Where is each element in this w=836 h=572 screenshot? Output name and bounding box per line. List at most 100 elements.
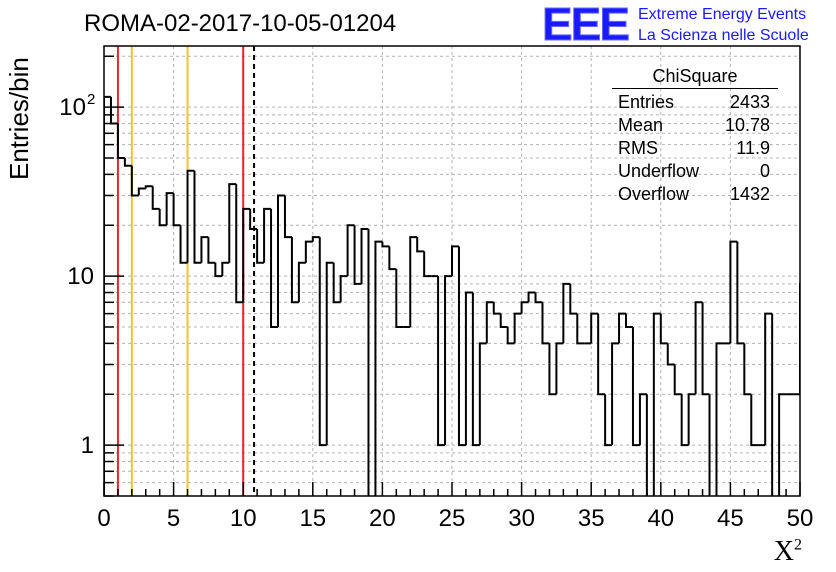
x-tick-label: 25 [439, 505, 466, 532]
histogram-bin [618, 312, 626, 344]
histogram-bin [590, 312, 599, 344]
histogram-bin [631, 327, 640, 447]
histogram-bin [828, 394, 835, 526]
histogram-bin [304, 240, 313, 263]
brand-line-1: Extreme Energy Events [638, 6, 807, 23]
histogram-bin [611, 342, 620, 446]
histogram-bin [116, 123, 125, 160]
stats-label: Entries [618, 92, 675, 112]
histogram-bin [395, 269, 404, 329]
eee-logo: EEE [542, 2, 631, 44]
histogram-bin [158, 208, 167, 227]
stats-row-underflow: Underflow 0 [612, 160, 778, 183]
histogram-bin [130, 165, 139, 197]
histogram-bin [256, 229, 265, 264]
histogram-bin [360, 228, 369, 284]
histogram-bin [277, 194, 285, 328]
histogram-bin [444, 275, 452, 446]
stats-value: 2433 [729, 92, 770, 112]
histogram-bin [604, 394, 613, 447]
histogram-bin [807, 284, 814, 293]
histogram-bin [625, 313, 633, 329]
histogram-bin [750, 394, 759, 447]
chart-title: ROMA-02-2017-10-05-01204 [84, 10, 397, 37]
histogram-bin [367, 229, 370, 496]
histogram-bin [200, 236, 209, 263]
histogram-bin [821, 394, 828, 445]
y-tick-label: 10 [67, 263, 94, 290]
stats-box: ChiSquare Entries 2433 Mean 10.78 RMS 11.9 … [612, 66, 778, 206]
histogram-bin [548, 343, 557, 396]
x-axis-ticks: 0 5 10 15 20 25 30 35 40 45 50 [97, 482, 813, 532]
histogram-bin [778, 393, 787, 496]
histogram-bin [249, 208, 258, 231]
stats-value: 10.78 [724, 115, 770, 135]
histogram-bin [297, 261, 306, 303]
histogram-bin [492, 302, 501, 315]
histogram-bin [283, 195, 292, 239]
histogram-bin [221, 261, 230, 277]
reference-lines [116, 46, 256, 496]
histogram-bin [179, 225, 188, 264]
histogram-bin [597, 313, 606, 396]
eee-logo-letters: EEE [542, 2, 628, 44]
x-tick-label: 0 [97, 505, 110, 532]
histogram-bin [374, 240, 383, 496]
histogram-bin [506, 327, 515, 345]
x-tick-label: 20 [369, 505, 396, 532]
histogram-bin [457, 246, 466, 447]
histogram-bin [701, 302, 710, 396]
histogram-bin [729, 240, 738, 344]
stats-value: 0 [759, 161, 770, 181]
stats-row-entries: Entries 2433 [612, 91, 778, 114]
histogram-bin [736, 241, 745, 345]
histogram-bin [513, 312, 522, 344]
histogram-bin [235, 184, 244, 304]
x-tick-label: 40 [647, 505, 674, 532]
histogram-bin [346, 224, 355, 277]
stats-box-title: ChiSquare [612, 66, 778, 89]
histogram-bin [680, 394, 689, 447]
histogram-bin [527, 291, 536, 303]
histogram-bin [381, 241, 390, 248]
histogram-bin [638, 393, 647, 446]
histogram-bin [659, 313, 668, 345]
histogram-bin [388, 246, 397, 271]
histogram-bin [332, 262, 341, 304]
stats-label: Overflow [618, 184, 690, 204]
histogram-bin [814, 293, 821, 446]
y-axis-label: Entries/bin [4, 57, 34, 180]
histogram-bin [137, 187, 146, 196]
histogram-bin [228, 183, 237, 263]
x-tick-label: 35 [578, 505, 605, 532]
stats-value: 1432 [729, 184, 770, 204]
histogram-bin [771, 313, 774, 496]
histogram-bin [715, 342, 724, 496]
histogram-bin [485, 301, 494, 344]
histogram-bin [339, 275, 348, 303]
histogram-bin [666, 343, 675, 366]
histogram-bin [562, 282, 571, 344]
histogram-bin [109, 96, 118, 125]
y-tick-label: 1 [81, 432, 94, 459]
x-tick-label: 15 [299, 505, 326, 532]
histogram-bin [764, 312, 773, 446]
histogram-bin [172, 193, 181, 227]
histogram-bin [151, 186, 160, 210]
histogram-bin [694, 301, 703, 395]
histogram-bin [687, 393, 696, 446]
histogram-bin [242, 207, 251, 303]
stats-label: Mean [618, 115, 664, 135]
x-tick-label: 10 [230, 505, 257, 532]
histogram-bin [270, 208, 278, 329]
histogram-bin [708, 394, 711, 496]
histogram-bin [409, 236, 418, 328]
histogram-bin [290, 237, 299, 304]
x-tick-label: 5 [167, 505, 180, 532]
histogram-bin [423, 251, 432, 278]
histogram-bin [437, 276, 446, 447]
y-tick-exponent: 2 [87, 91, 95, 108]
stats-label: RMS [618, 138, 658, 158]
histogram-bin [451, 245, 459, 277]
